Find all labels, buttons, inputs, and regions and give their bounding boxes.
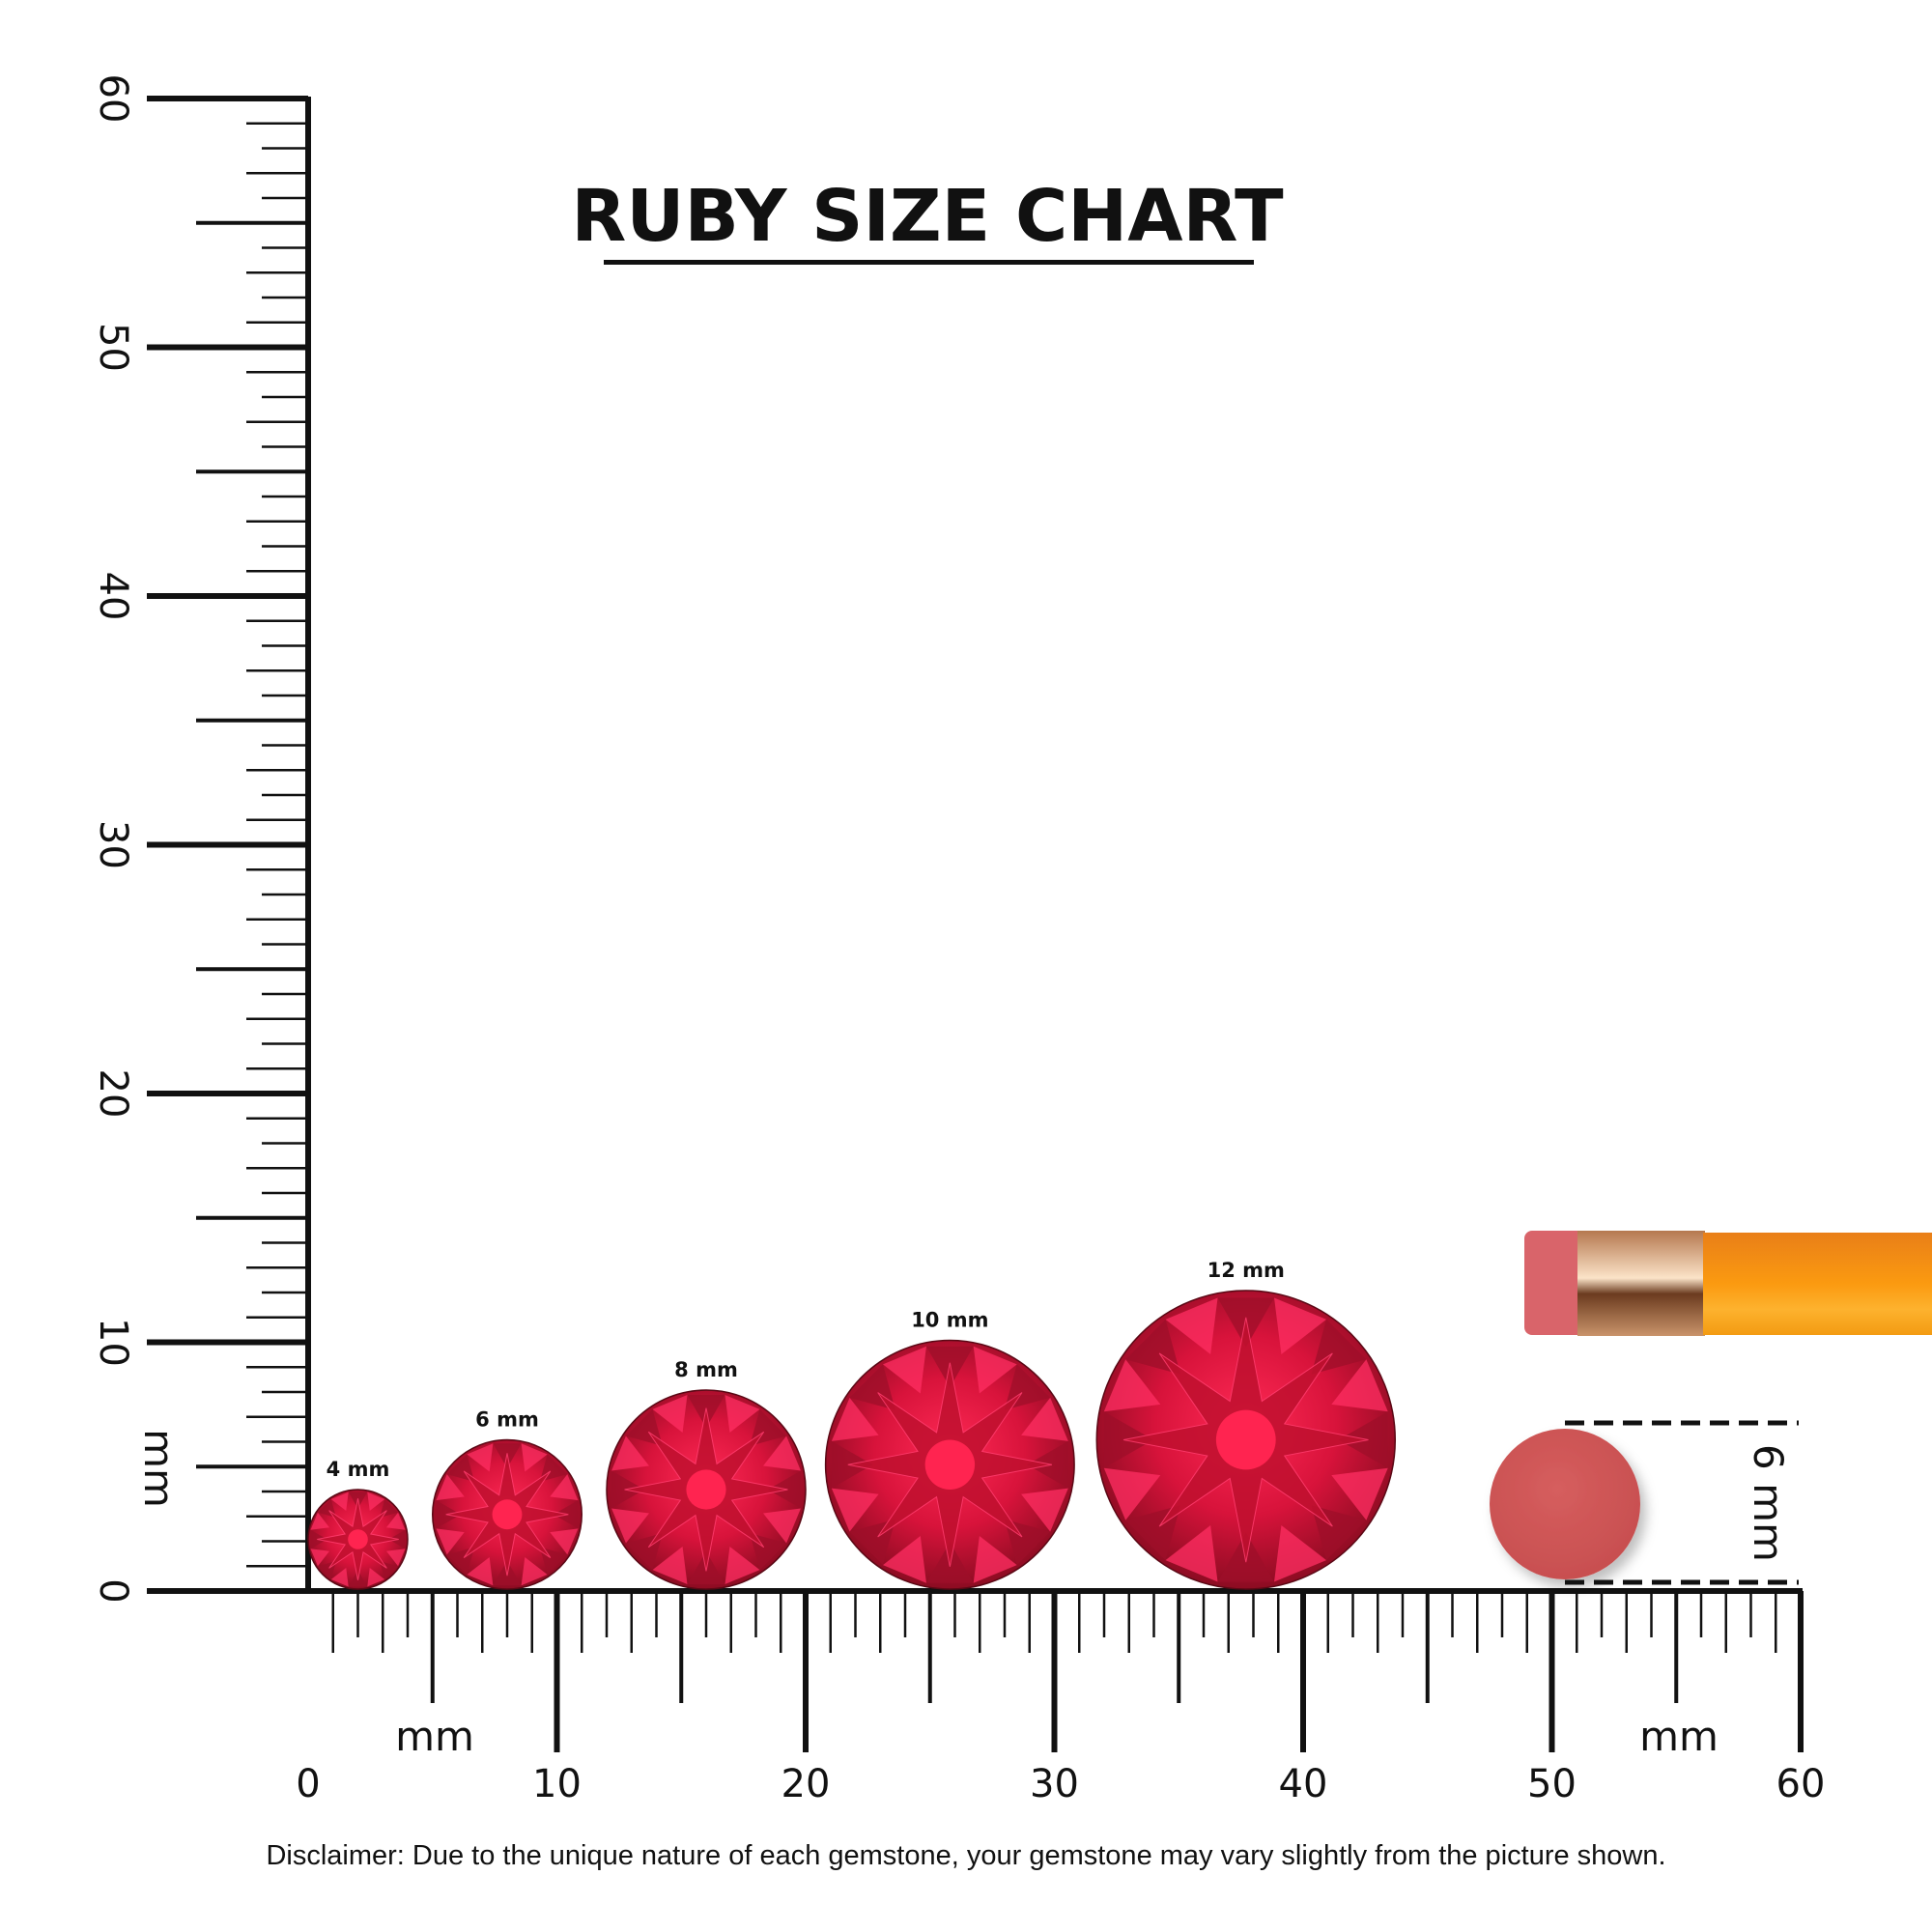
y-tick-label: 60 (91, 74, 135, 124)
gem-facet (550, 1528, 579, 1555)
gem-facet (367, 1567, 385, 1587)
ruby-gem: 4 mm (307, 1458, 409, 1590)
gem-facet (882, 1535, 926, 1583)
gem-facet (550, 1474, 579, 1501)
pencil-eraser (1524, 1231, 1592, 1335)
gem-facet (385, 1512, 406, 1530)
gem-facet (611, 1508, 650, 1544)
gem-facet (1165, 1297, 1218, 1355)
gem-facet (1274, 1297, 1327, 1355)
gem-facet (436, 1474, 465, 1501)
gem-facet (1274, 1524, 1327, 1582)
eraser-reference-circle (1490, 1429, 1640, 1579)
gem-facet (467, 1443, 494, 1472)
gem-facet (1103, 1467, 1161, 1520)
y-axis-ruler: 0 10 20 30 40 50 60 (91, 74, 311, 1604)
gem-facet (436, 1528, 465, 1555)
x-tick-label: 40 (1279, 1762, 1328, 1806)
title-underline (604, 260, 1254, 265)
gem-table (686, 1469, 726, 1510)
gem-facet (831, 1488, 879, 1532)
x-tick-label: 60 (1776, 1762, 1826, 1806)
gem-size-label: 6 mm (475, 1408, 539, 1432)
gem-facet (330, 1492, 349, 1512)
ruby-gem: 12 mm (1095, 1259, 1397, 1590)
gem-facet (521, 1556, 548, 1586)
gem-size-label: 4 mm (327, 1458, 390, 1481)
gem-facet (973, 1346, 1017, 1394)
x-tick-label: 30 (1030, 1762, 1079, 1806)
gem-facet (724, 1395, 760, 1434)
x-tick-label: 0 (296, 1762, 320, 1806)
gem-size-label: 12 mm (1208, 1259, 1285, 1282)
gem-facet (611, 1435, 650, 1471)
gem-facet (1021, 1488, 1068, 1532)
pencil-ferrule (1577, 1231, 1705, 1336)
y-tick-label: 10 (91, 1318, 135, 1367)
gem-facet (310, 1548, 330, 1567)
chart-title: RUBY SIZE CHART (571, 175, 1284, 258)
y-axis-unit-label: mm (135, 1429, 183, 1508)
x-axis-unit-label-right: mm (1639, 1713, 1719, 1760)
ruby-gem: 6 mm (432, 1408, 582, 1590)
gem-table (492, 1499, 523, 1530)
gem-facet (1021, 1397, 1068, 1441)
gem-facet (882, 1346, 926, 1394)
y-tick-label: 40 (91, 572, 135, 621)
gem-facet (652, 1395, 688, 1434)
gem-size-label: 10 mm (911, 1309, 988, 1332)
gem-facet (1165, 1524, 1218, 1582)
gem-facet (652, 1546, 688, 1584)
x-axis-unit-label: mm (395, 1713, 474, 1760)
gem-facet (385, 1548, 406, 1567)
x-axis-ruler: 0 10 20 30 40 50 60 (147, 1588, 1826, 1806)
gem-group: 4 mm 6 mm 8 mm 10 mm 12 mm (307, 1259, 1397, 1590)
y-tick-label: 30 (91, 820, 135, 869)
gem-table (348, 1529, 368, 1549)
gem-table (1215, 1409, 1276, 1470)
x-tick-label: 10 (532, 1762, 582, 1806)
x-tick-label: 20 (781, 1762, 831, 1806)
ruby-gem: 8 mm (606, 1358, 807, 1590)
gem-facet (367, 1492, 385, 1512)
gem-facet (1331, 1467, 1388, 1520)
gem-facet (1103, 1359, 1161, 1412)
y-tick-label: 50 (91, 323, 135, 372)
y-tick-label: 0 (91, 1578, 135, 1603)
gem-facet (521, 1443, 548, 1472)
gem-facet (831, 1397, 879, 1441)
pencil-body (1703, 1233, 1932, 1335)
eraser-size-label: 6 mm (1745, 1444, 1792, 1562)
ruby-gem: 10 mm (824, 1309, 1075, 1590)
gem-facet (467, 1556, 494, 1586)
gem-facet (310, 1512, 330, 1530)
pencil-image (1524, 1231, 1932, 1336)
x-tick-label: 50 (1527, 1762, 1577, 1806)
gem-facet (973, 1535, 1017, 1583)
disclaimer-text: Disclaimer: Due to the unique nature of … (266, 1840, 1666, 1871)
gem-facet (762, 1508, 801, 1544)
y-tick-label: 20 (91, 1069, 135, 1119)
gem-facet (1331, 1359, 1388, 1412)
gem-table (924, 1439, 976, 1490)
gem-facet (724, 1546, 760, 1584)
gem-facet (330, 1567, 349, 1587)
gem-size-label: 8 mm (674, 1358, 738, 1381)
gem-facet (762, 1435, 801, 1471)
